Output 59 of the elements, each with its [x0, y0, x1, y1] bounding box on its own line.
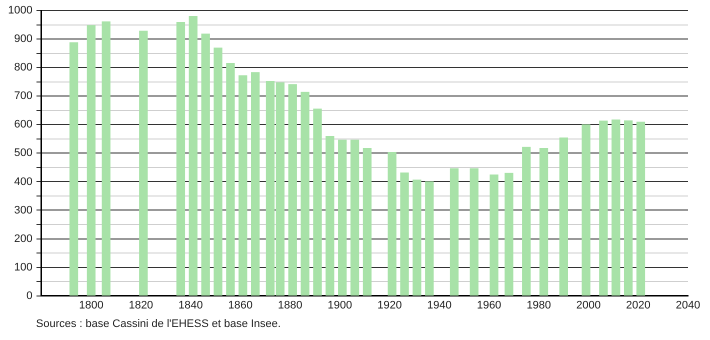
- bar: [504, 172, 514, 296]
- bar: [300, 92, 310, 296]
- x-tick-label: 1840: [178, 299, 203, 312]
- bar: [226, 63, 235, 296]
- bar: [522, 146, 531, 296]
- y-tick-label: 800: [14, 62, 32, 74]
- x-tick-label: 2040: [676, 299, 700, 312]
- bar: [139, 30, 148, 296]
- bar: [86, 25, 96, 296]
- x-tick-label: 1860: [228, 299, 253, 312]
- x-tick-label: 1980: [526, 299, 552, 312]
- bar: [490, 174, 498, 296]
- bar: [176, 22, 186, 296]
- bar: [636, 122, 646, 296]
- y-tick-label: 700: [14, 90, 32, 102]
- y-tick-label: 400: [14, 176, 32, 188]
- bar: [400, 172, 409, 296]
- x-tick-label: 1900: [328, 299, 352, 312]
- bar: [69, 42, 78, 296]
- x-tick-label: 1800: [78, 299, 104, 312]
- x-tick-label: 1880: [278, 299, 302, 312]
- y-tick-label: 500: [14, 147, 32, 160]
- y-tick-label: 600: [14, 118, 32, 131]
- bar: [612, 120, 620, 296]
- x-tick-label: 1920: [377, 299, 402, 312]
- bar: [188, 16, 198, 296]
- bar: [388, 152, 396, 296]
- bar: [326, 136, 334, 296]
- y-tick-label: 200: [14, 232, 32, 245]
- x-tick-label: 2020: [626, 299, 651, 312]
- bar: [238, 75, 248, 296]
- bar: [450, 168, 459, 296]
- bar: [582, 124, 590, 296]
- bar: [599, 120, 608, 296]
- bar: [412, 180, 422, 296]
- bar: [425, 181, 434, 296]
- y-tick-label: 100: [14, 261, 32, 274]
- bar: [288, 84, 297, 296]
- x-tick-label: 1820: [128, 299, 154, 312]
- x-tick-label: 2000: [576, 299, 601, 312]
- x-tick-label: 1960: [476, 299, 502, 312]
- bar: [214, 48, 222, 296]
- source-note: Sources : base Cassini de l'EHESS et base Insee.: [36, 318, 281, 330]
- bar: [250, 72, 260, 296]
- y-tick-label: 1000: [8, 4, 32, 17]
- bar: [102, 21, 110, 296]
- bar: [350, 140, 360, 296]
- bar: [201, 34, 210, 296]
- bar: [539, 148, 548, 296]
- y-tick-label: 300: [14, 204, 32, 216]
- y-tick-label: 0: [26, 290, 32, 302]
- bar: [362, 148, 372, 296]
- x-tick-label: 1940: [427, 299, 452, 312]
- y-tick-label: 900: [14, 33, 32, 46]
- bar: [313, 108, 322, 296]
- bar: [470, 168, 478, 296]
- bar: [338, 140, 347, 296]
- bar: [559, 137, 568, 296]
- bar: [624, 120, 633, 296]
